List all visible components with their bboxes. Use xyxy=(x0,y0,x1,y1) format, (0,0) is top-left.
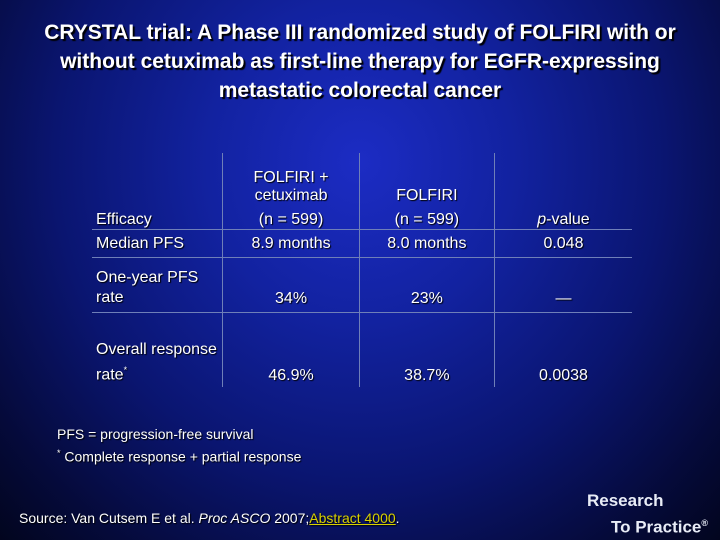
row-label: Median PFS xyxy=(92,229,223,258)
efficacy-table: Efficacy FOLFIRI + cetuximab (n = 599) F… xyxy=(92,153,632,387)
abstract-link[interactable]: Abstract 4000 xyxy=(309,510,396,526)
header-folfiri: FOLFIRI (n = 599) xyxy=(358,153,495,230)
logo-line1: Research xyxy=(586,491,664,510)
row-label: Overall response rate xyxy=(96,340,217,383)
source-journal: Proc ASCO xyxy=(198,510,271,526)
footnote-pfs: PFS = progression-free survival xyxy=(57,426,254,442)
table-row: Overall response rate* 46.9% 38.7% 0.003… xyxy=(92,312,632,388)
cell-p-value: — xyxy=(493,257,632,313)
cell-cetuximab: 34% xyxy=(222,257,360,313)
header-folfiri-cetuximab: FOLFIRI + cetuximab (n = 599) xyxy=(222,153,360,230)
cell-folfiri: 38.7% xyxy=(358,312,495,387)
cell-folfiri: 8.0 months xyxy=(358,229,495,258)
logo-line2-wrap: To Practice® xyxy=(587,512,708,539)
source-citation: Source: Van Cutsem E et al. Proc ASCO 20… xyxy=(19,510,400,526)
cell-p-value: 0.048 xyxy=(493,229,632,258)
header-p-rest: -value xyxy=(546,211,590,228)
row-label-footnote-mark: * xyxy=(123,364,128,375)
source-end: . xyxy=(395,510,400,526)
table-header-row: Efficacy FOLFIRI + cetuximab (n = 599) F… xyxy=(92,153,632,230)
footnote-star: * xyxy=(57,448,61,458)
slide-title: CRYSTAL trial: A Phase III randomized st… xyxy=(44,21,676,102)
header-efficacy: Efficacy xyxy=(92,153,223,230)
cell-p-value: 0.0038 xyxy=(493,312,632,387)
footnote-response: * Complete response + partial response xyxy=(57,444,301,467)
table-row: Median PFS 8.9 months 8.0 months 0.048 xyxy=(92,229,632,258)
cell-cetuximab: 8.9 months xyxy=(222,229,360,258)
source-year: 2007; xyxy=(270,510,310,526)
row-label-cell: Overall response rate* xyxy=(92,313,223,388)
logo-line2: To Practice xyxy=(610,517,702,537)
row-label: One-year PFS rate xyxy=(92,257,223,313)
table-row: One-year PFS rate 34% 23% — xyxy=(92,257,632,313)
cell-cetuximab: 46.9% xyxy=(222,312,360,387)
research-to-practice-logo: Research To Practice® xyxy=(587,490,708,539)
header-folfiri-line1: FOLFIRI xyxy=(396,187,458,204)
header-p-italic: p xyxy=(537,211,547,228)
header-folfiri-cetuximab-line2: cetuximab xyxy=(254,187,328,204)
header-p-value: p-value xyxy=(493,153,632,230)
logo-registered-mark: ® xyxy=(701,518,708,528)
source-prefix: Source: Van Cutsem E et al. xyxy=(19,510,199,526)
footnote-response-text: Complete response + partial response xyxy=(60,448,302,465)
cell-folfiri: 23% xyxy=(358,257,495,313)
header-folfiri-cetuximab-line1: FOLFIRI + xyxy=(253,169,329,186)
header-folfiri-n: (n = 599) xyxy=(394,211,460,228)
footnotes: PFS = progression-free survival * Comple… xyxy=(57,425,301,467)
header-folfiri-cetuximab-n: (n = 599) xyxy=(258,211,324,228)
